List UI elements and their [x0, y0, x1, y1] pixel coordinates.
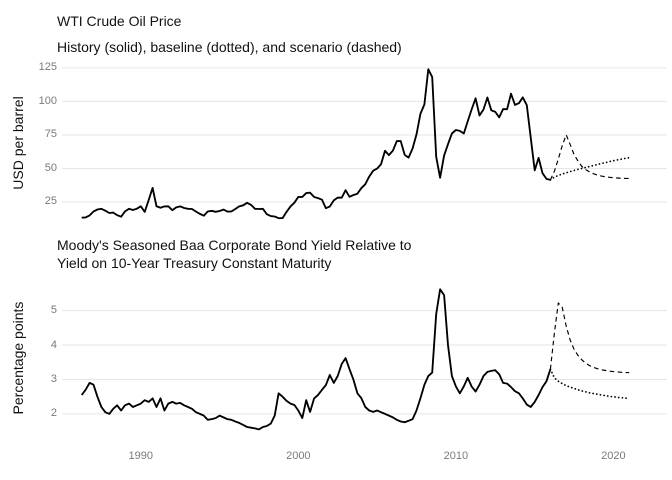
- baseline-line-bond: [549, 368, 631, 400]
- y-tick-label: 4: [50, 338, 57, 351]
- y-tick-label: 5: [50, 304, 57, 317]
- y-tick-label: 3: [50, 372, 57, 385]
- scenario-line-bond: [549, 302, 630, 374]
- bond-chart-title-line2: Yield on 10-Year Treasury Constant Matur…: [57, 254, 332, 271]
- baseline-line-oil: [549, 156, 631, 181]
- oil-chart-title: WTI Crude Oil Price: [57, 13, 182, 29]
- bond-chart-title-line1: Moody's Seasoned Baa Corporate Bond Yiel…: [57, 237, 412, 253]
- y-tick-label: 125: [38, 61, 57, 74]
- bond-chart-title: Moody's Seasoned Baa Corporate Bond Yiel…: [57, 237, 411, 272]
- y-tick-label: 2: [50, 407, 57, 420]
- x-tick-label: 2020: [601, 450, 626, 462]
- y-tick-label: 25: [44, 195, 57, 208]
- y-tick-label: 50: [44, 161, 57, 174]
- y-tick-label: 100: [38, 94, 57, 107]
- x-tick-label: 1990: [128, 450, 153, 462]
- history-line-bond: [80, 288, 552, 431]
- x-tick-label: 2000: [286, 450, 311, 462]
- history-line-oil: [81, 68, 551, 220]
- oil-chart-subtitle: History (solid), baseline (dotted), and …: [57, 39, 402, 55]
- scenario-line-oil: [549, 134, 630, 181]
- y-tick-label: 75: [44, 128, 57, 141]
- x-tick-label: 2010: [443, 450, 469, 462]
